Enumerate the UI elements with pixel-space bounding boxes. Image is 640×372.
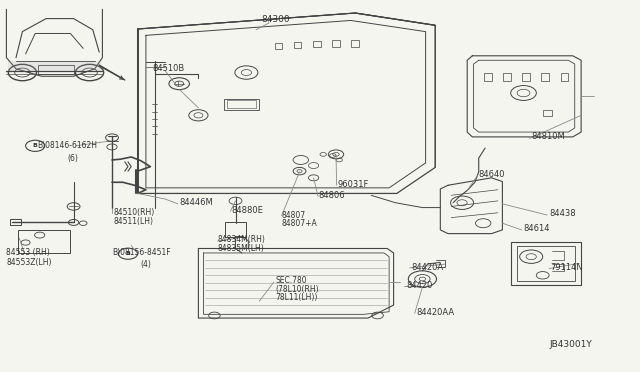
Text: B)08146-6162H: B)08146-6162H <box>37 141 97 150</box>
Bar <box>543 110 552 116</box>
Text: 84834M(RH): 84834M(RH) <box>218 235 266 244</box>
Bar <box>294 42 301 48</box>
Text: B: B <box>33 143 38 148</box>
Bar <box>224 99 259 110</box>
Bar <box>517 246 575 281</box>
Text: (4): (4) <box>141 260 152 269</box>
Bar <box>225 222 246 237</box>
Text: 84446M: 84446M <box>179 198 213 207</box>
Bar <box>38 65 74 74</box>
Text: 84420A: 84420A <box>411 263 443 272</box>
Text: 84510(RH): 84510(RH) <box>114 208 155 217</box>
Text: 84614: 84614 <box>524 224 550 233</box>
Bar <box>275 43 282 49</box>
Text: 84806: 84806 <box>318 191 345 200</box>
Text: B)08156-8451F: B)08156-8451F <box>112 248 171 257</box>
Text: 84553 (RH): 84553 (RH) <box>6 248 50 257</box>
Text: SEC.780: SEC.780 <box>275 276 307 285</box>
Text: 84420AA: 84420AA <box>416 308 454 317</box>
Text: 84807+A: 84807+A <box>282 219 317 228</box>
Text: B: B <box>125 251 131 256</box>
Text: 84300: 84300 <box>261 15 289 24</box>
Bar <box>18 230 70 253</box>
Bar <box>503 73 511 81</box>
Bar <box>511 242 581 285</box>
Bar <box>351 40 359 47</box>
Text: 84880E: 84880E <box>232 206 264 215</box>
Text: 79114N: 79114N <box>550 263 583 272</box>
Text: 84510B: 84510B <box>152 64 184 73</box>
Bar <box>313 41 321 47</box>
Text: 78L11(LH)): 78L11(LH)) <box>275 293 317 302</box>
Text: 84438: 84438 <box>549 209 576 218</box>
Bar <box>10 219 21 225</box>
Text: 84420: 84420 <box>406 281 433 290</box>
Bar <box>522 73 530 81</box>
Text: 84807: 84807 <box>282 211 306 219</box>
Text: 84553Z(LH): 84553Z(LH) <box>6 258 52 267</box>
Text: 84810M: 84810M <box>531 132 565 141</box>
Text: (78L10(RH): (78L10(RH) <box>275 285 319 294</box>
Text: 84835M(LH): 84835M(LH) <box>218 244 264 253</box>
Bar <box>541 73 549 81</box>
Bar <box>332 40 340 46</box>
Text: 96031F: 96031F <box>337 180 369 189</box>
Bar <box>227 100 256 108</box>
Bar <box>484 73 492 81</box>
Text: 84640: 84640 <box>479 170 505 179</box>
Text: (6): (6) <box>67 154 78 163</box>
Bar <box>561 73 568 81</box>
Text: 84511(LH): 84511(LH) <box>114 217 154 226</box>
Text: JB43001Y: JB43001Y <box>549 340 592 349</box>
